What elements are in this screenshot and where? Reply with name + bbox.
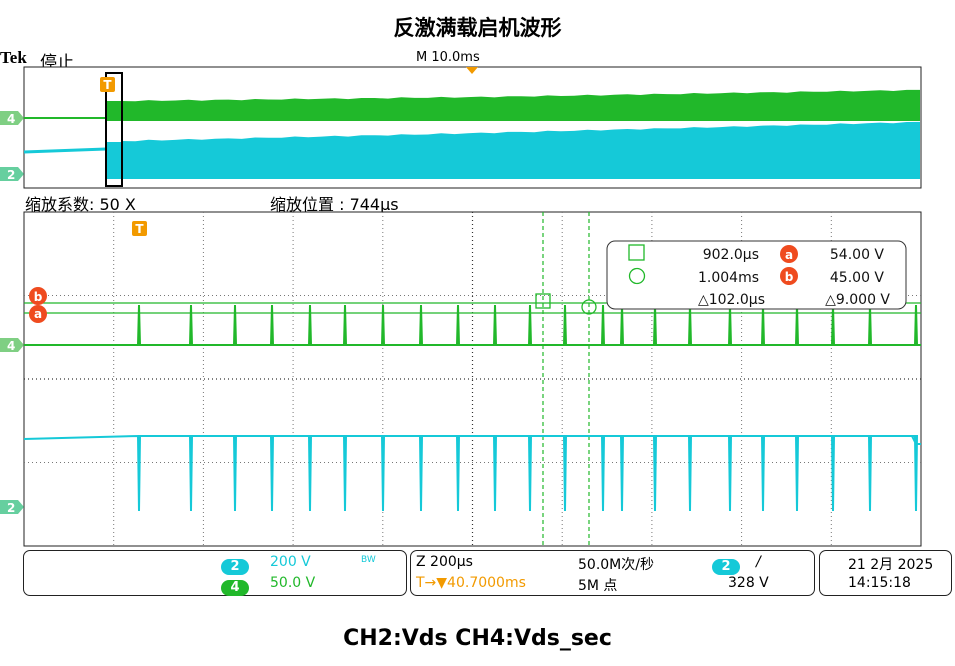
date: 21 2月 2025: [848, 557, 934, 573]
readout-a-badge: [780, 245, 798, 263]
zoom-ch2-marker: [0, 500, 24, 514]
overview-ch2-marker-label: 2: [7, 168, 15, 182]
readout-b-badge: [780, 267, 798, 285]
ch4-chip[interactable]: 4: [221, 580, 249, 596]
time: 14:15:18: [848, 575, 911, 591]
trigger-source-chip[interactable]: 2: [712, 559, 740, 575]
cursor-readout-panel: [606, 240, 907, 310]
delta-value: △9.000 V: [825, 292, 890, 308]
overview-ch4-envelope: [122, 89, 920, 121]
cursor1-time: 902.0µs: [703, 247, 759, 263]
cursor-b-badge: [29, 287, 47, 305]
cursor-b-value: 45.00 V: [830, 270, 885, 286]
zoom-position: 缩放位置 : 744µs: [270, 195, 399, 214]
cursor-1-square-icon: [535, 293, 551, 309]
sample-rate: 50.0M次/秒: [578, 557, 654, 573]
readout-square-icon: [628, 244, 645, 261]
overview-ch2-marker: [0, 167, 24, 181]
readout-b-badge-label: b: [785, 270, 794, 284]
brand-logo: Tek: [0, 48, 27, 67]
scope-display: T 4 2 T b a 4 2 902.0µs 1.004ms △102.0µs…: [0, 66, 922, 547]
datetime-panel: 21 2月 2025 14:15:18: [819, 550, 952, 596]
graticule-grid: [24, 212, 921, 546]
horizontal-position-icon: [466, 67, 478, 74]
ch2-scale: 200 V: [270, 554, 311, 570]
zoom-factor: 缩放系数: 50 X: [25, 195, 136, 214]
ch4-waveform: [24, 304, 921, 346]
ch4-scale: 50.0 V: [270, 575, 316, 591]
cursor2-time: 1.004ms: [698, 270, 759, 286]
zoom-trigger-icon: [132, 221, 147, 236]
delta-time: △102.0µs: [698, 292, 765, 308]
overview-ch4-marker: [0, 111, 24, 125]
zoom-ch2-marker-label: 2: [7, 501, 15, 515]
figure-caption: CH2:Vds CH4:Vds_sec: [343, 626, 612, 651]
trigger-level: 328 V: [728, 575, 769, 591]
trigger-slope-icon: /: [756, 554, 761, 570]
cursor-b-badge-label: b: [34, 290, 43, 304]
zoom-ch4-marker: [0, 338, 24, 352]
cursor-a-badge: [29, 305, 47, 323]
cursor-2-circle-icon: [581, 299, 597, 315]
readout-circle-icon: [628, 267, 646, 285]
cursor-a-value: 54.00 V: [830, 247, 885, 263]
zoom-ch4-marker-label: 4: [7, 339, 15, 353]
ch2-chip[interactable]: 2: [221, 559, 249, 575]
overview-ch2-baseline: [23, 147, 107, 154]
page-title: 反激满载启机波形: [393, 16, 562, 40]
overview-trigger-icon: [100, 77, 115, 92]
zoom-trigger-label: T: [135, 222, 144, 236]
bandwidth-limit-icon: BW: [361, 555, 376, 565]
channel-settings-panel[interactable]: 2 200 V BW 4 50.0 V: [23, 550, 407, 596]
zoom-timebase: Z 200µs: [416, 554, 473, 570]
timebase-panel[interactable]: Z 200µs 50.0M次/秒 T→▼40.7000ms 5M 点 2 / 3…: [410, 550, 815, 596]
trigger-position: T→▼40.7000ms: [416, 575, 526, 591]
overview-ch4-marker-label: 4: [7, 112, 15, 126]
overview-trigger-label: T: [103, 78, 112, 92]
cursor-a-badge-label: a: [34, 307, 42, 321]
overview-ch2-envelope: [122, 121, 920, 179]
record-length: 5M 点: [578, 578, 618, 594]
horizontal-scale: M 10.0ms: [416, 50, 480, 65]
ch2-waveform: [23, 434, 921, 512]
zoom-box: [105, 72, 123, 187]
readout-a-badge-label: a: [785, 248, 793, 262]
